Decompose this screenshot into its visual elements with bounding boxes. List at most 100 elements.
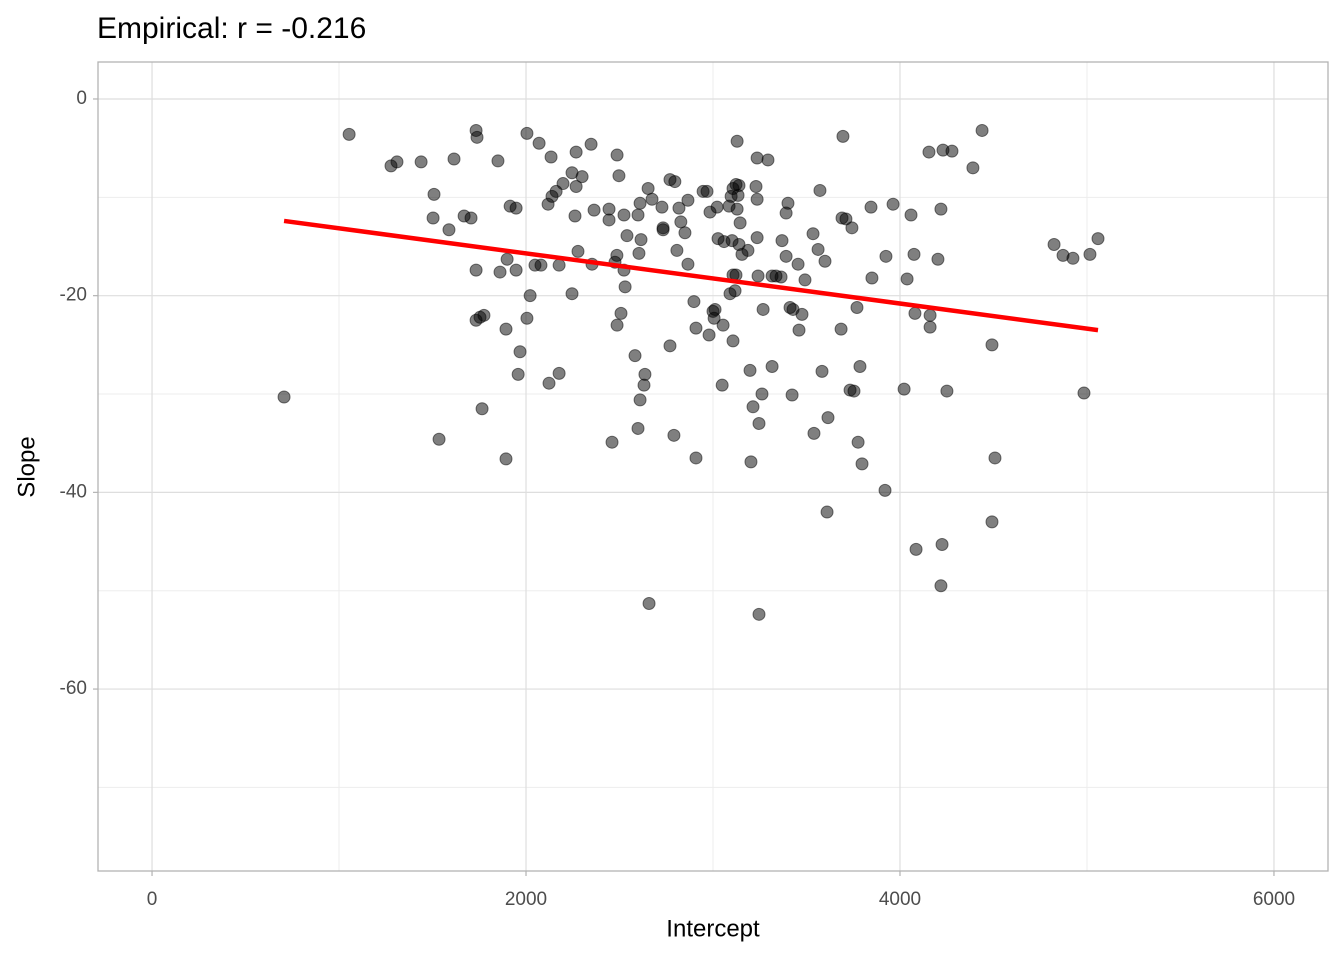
point bbox=[447, 152, 461, 166]
point bbox=[744, 455, 758, 469]
point bbox=[499, 452, 513, 466]
point bbox=[668, 175, 682, 189]
y-tick-label: -60 bbox=[60, 678, 87, 699]
point bbox=[765, 359, 779, 373]
point bbox=[756, 302, 770, 316]
point bbox=[610, 318, 624, 332]
point bbox=[749, 180, 763, 194]
point bbox=[715, 378, 729, 392]
point bbox=[922, 145, 936, 159]
point bbox=[746, 400, 760, 414]
point bbox=[499, 322, 513, 336]
point bbox=[477, 308, 491, 322]
x-tick-label: 0 bbox=[147, 889, 158, 910]
point bbox=[975, 123, 989, 137]
point bbox=[470, 130, 484, 144]
point bbox=[730, 202, 744, 216]
point bbox=[741, 243, 755, 257]
point bbox=[752, 417, 766, 431]
point bbox=[1047, 238, 1061, 252]
point bbox=[836, 129, 850, 143]
point bbox=[633, 196, 647, 210]
point bbox=[565, 287, 579, 301]
point bbox=[500, 252, 514, 266]
point bbox=[791, 257, 805, 271]
x-tick-label: 6000 bbox=[1253, 889, 1295, 910]
x-tick-label: 2000 bbox=[505, 889, 547, 910]
chart-title: Empirical: r = -0.216 bbox=[97, 12, 366, 45]
point bbox=[752, 607, 766, 621]
point bbox=[587, 203, 601, 217]
point bbox=[442, 223, 456, 237]
point bbox=[556, 177, 570, 191]
point bbox=[775, 234, 789, 248]
point bbox=[821, 411, 835, 425]
point bbox=[617, 208, 631, 222]
point bbox=[710, 200, 724, 214]
point bbox=[864, 200, 878, 214]
point bbox=[820, 505, 834, 519]
point bbox=[834, 322, 848, 336]
point bbox=[620, 229, 634, 243]
point bbox=[908, 306, 922, 320]
point bbox=[769, 269, 783, 283]
point bbox=[700, 184, 714, 198]
point bbox=[544, 150, 558, 164]
point bbox=[1066, 251, 1080, 265]
point bbox=[900, 272, 914, 286]
point bbox=[728, 284, 742, 298]
point bbox=[907, 247, 921, 261]
point bbox=[493, 265, 507, 279]
point bbox=[628, 349, 642, 363]
point bbox=[985, 338, 999, 352]
point bbox=[726, 334, 740, 348]
point bbox=[678, 226, 692, 240]
point bbox=[851, 435, 865, 449]
point bbox=[818, 254, 832, 268]
point bbox=[464, 211, 478, 225]
point bbox=[618, 280, 632, 294]
point bbox=[277, 390, 291, 404]
point bbox=[845, 221, 859, 235]
point bbox=[934, 579, 948, 593]
point bbox=[672, 201, 686, 215]
y-tick-label: -20 bbox=[60, 285, 87, 306]
point bbox=[923, 308, 937, 322]
point bbox=[923, 320, 937, 334]
point bbox=[342, 127, 356, 141]
point bbox=[491, 154, 505, 168]
point bbox=[879, 249, 893, 263]
point bbox=[687, 295, 701, 309]
point bbox=[795, 307, 809, 321]
point bbox=[806, 227, 820, 241]
y-axis-title: Slope bbox=[13, 436, 40, 497]
point bbox=[614, 306, 628, 320]
point bbox=[1091, 232, 1105, 246]
point bbox=[426, 211, 440, 225]
point bbox=[839, 212, 853, 226]
point bbox=[897, 382, 911, 396]
point bbox=[674, 215, 688, 229]
point bbox=[638, 367, 652, 381]
point bbox=[909, 542, 923, 556]
point bbox=[432, 432, 446, 446]
point bbox=[1077, 386, 1091, 400]
point bbox=[663, 339, 677, 353]
point bbox=[792, 323, 806, 337]
point bbox=[945, 144, 959, 158]
point bbox=[702, 328, 716, 342]
point bbox=[707, 311, 721, 325]
point bbox=[743, 363, 757, 377]
point bbox=[568, 209, 582, 223]
point bbox=[815, 364, 829, 378]
point bbox=[584, 137, 598, 151]
point bbox=[904, 208, 918, 222]
point bbox=[513, 345, 527, 359]
point bbox=[811, 242, 825, 256]
point bbox=[642, 596, 656, 610]
point bbox=[427, 187, 441, 201]
point bbox=[602, 213, 616, 227]
point bbox=[847, 384, 861, 398]
point bbox=[469, 263, 483, 277]
